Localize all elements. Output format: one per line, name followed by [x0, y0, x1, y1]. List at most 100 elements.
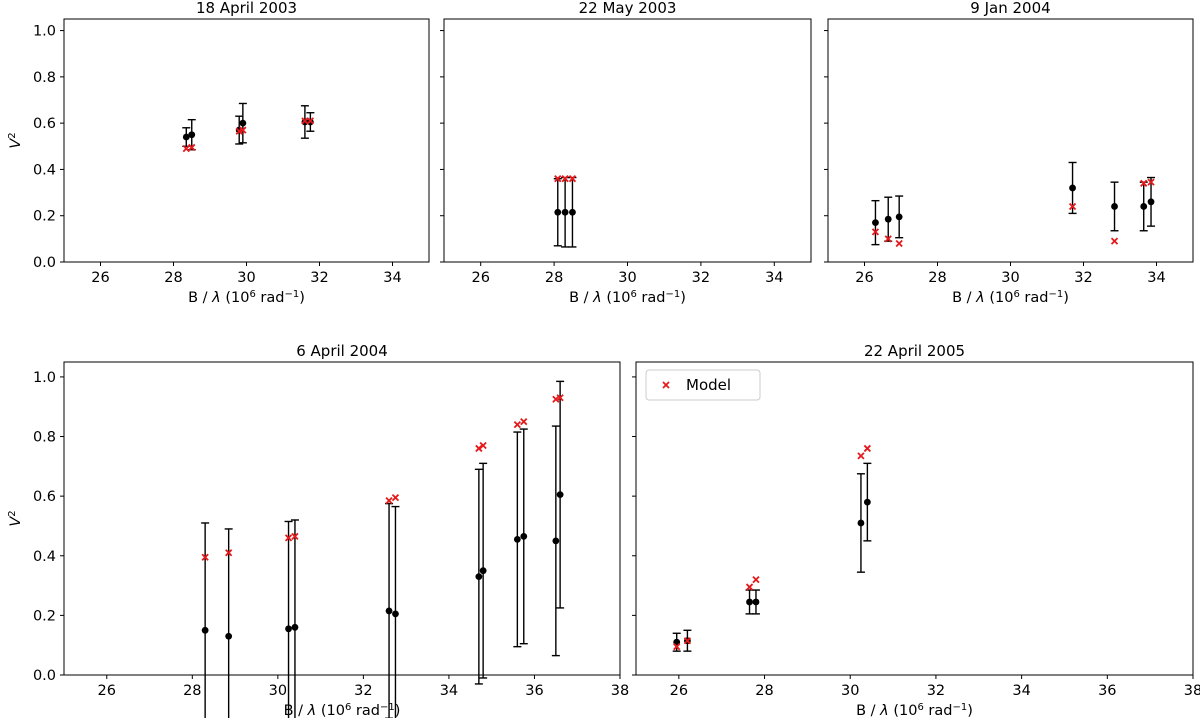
model-point [673, 643, 681, 651]
data-point [224, 528, 233, 718]
model-point [745, 583, 754, 591]
data-marker [385, 607, 393, 615]
chart-title: 9 Jan 2004 [970, 0, 1050, 17]
model-marker-stroke [513, 420, 521, 429]
data-marker [239, 119, 247, 127]
model-point [475, 444, 483, 453]
x-label-unit: rad [1020, 290, 1049, 306]
x-label-part: (10 [985, 290, 1014, 306]
model-point [561, 175, 569, 183]
y-tick-label: 0.2 [33, 209, 56, 225]
x-tick-label: 38 [1184, 683, 1200, 699]
data-point [556, 380, 565, 609]
data-point [553, 177, 562, 247]
legend-model-marker [662, 381, 670, 389]
model-point [752, 575, 760, 584]
y-axis-label: V2 [7, 132, 25, 148]
data-marker [201, 626, 209, 634]
data-marker [884, 215, 892, 223]
x-label-lambda: λ [592, 290, 602, 306]
data-point [513, 431, 522, 648]
x-label-unit: rad [351, 703, 380, 718]
chart-panel-3: 9 Jan 2004 26 28 30 32 34 B / λ (106 rad−1) [824, 0, 1194, 307]
data-marker [1069, 184, 1076, 192]
x-label-lambda: λ [879, 703, 889, 718]
x-tick-label: 34 [1147, 270, 1165, 286]
data-point [871, 199, 880, 246]
model-point [895, 239, 903, 248]
data-point [895, 195, 904, 239]
x-tick-label: 30 [618, 270, 636, 286]
x-label-part: B / [188, 290, 212, 306]
x-axis-label: B / λ (106 rad−1) [284, 702, 401, 718]
model-marker-stroke [475, 444, 483, 453]
data-marker [475, 573, 483, 581]
model-point [884, 235, 892, 243]
x-tick-label: 26 [98, 683, 116, 699]
x-tick-label: 34 [440, 683, 458, 699]
model-point [568, 175, 577, 183]
model-marker-stroke [871, 228, 880, 236]
y-tick-label: 0.4 [33, 549, 56, 565]
data-marker [285, 625, 292, 633]
y-axis-label: V2 [7, 510, 25, 526]
x-tick-label: 36 [525, 683, 543, 699]
data-marker [561, 208, 569, 216]
model-point [520, 417, 528, 426]
x-label-unit: rad [924, 703, 953, 718]
data-marker [1111, 203, 1118, 210]
model-point [201, 553, 209, 561]
model-point [554, 175, 562, 183]
model-marker-stroke [301, 117, 309, 125]
model-point [225, 549, 233, 557]
model-point [871, 228, 880, 236]
model-marker-stroke [201, 553, 209, 561]
chart-title: 22 April 2005 [864, 342, 965, 360]
chart-title: 6 April 2004 [296, 342, 388, 360]
data-point [1139, 181, 1148, 232]
x-tick-label: 34 [1012, 683, 1030, 699]
legend: Model [645, 369, 761, 401]
plot-frame [827, 18, 1194, 263]
model-point [391, 493, 400, 502]
x-label-lambda: λ [211, 290, 221, 306]
model-marker-stroke [1110, 237, 1119, 245]
model-marker-stroke [291, 532, 299, 541]
x-label-part: (10 [316, 703, 345, 718]
model-point [188, 143, 196, 152]
chart-title: 18 April 2003 [196, 0, 297, 17]
model-point [479, 441, 487, 450]
x-tick-label: 28 [928, 270, 946, 286]
data-marker [895, 213, 903, 221]
model-marker-stroke [391, 493, 400, 502]
x-label-exp: 6 [345, 702, 351, 713]
model-marker-stroke [225, 549, 233, 557]
x-tick-label: 28 [164, 270, 182, 286]
x-axis-label: B / λ (106 rad−1) [952, 289, 1069, 307]
x-tick-label: 34 [383, 270, 401, 286]
x-tick-label: 28 [183, 683, 201, 699]
model-marker-stroke [752, 575, 760, 584]
x-label-part: B / [569, 290, 593, 306]
x-label-unit-exp: −1 [285, 289, 300, 300]
x-label-exp: 6 [917, 702, 923, 713]
plot-frame [63, 361, 621, 676]
data-marker [291, 623, 299, 631]
model-point [1068, 202, 1077, 211]
data-marker [188, 131, 196, 139]
model-marker-stroke [1147, 178, 1155, 186]
y-tick-label: 0.2 [33, 608, 56, 624]
data-marker [556, 491, 564, 499]
model-point [863, 444, 872, 453]
x-label-exp: 6 [1013, 289, 1019, 300]
y-tick-label: 0.6 [33, 116, 56, 132]
data-point [385, 502, 394, 718]
legend-label: Model [686, 376, 731, 394]
x-tick-label: 30 [237, 270, 255, 286]
model-point [306, 117, 315, 125]
model-marker-stroke [884, 235, 892, 243]
model-marker-stroke [1068, 202, 1077, 211]
model-marker-stroke [683, 637, 692, 645]
y-tick-label: 0.4 [33, 162, 56, 178]
